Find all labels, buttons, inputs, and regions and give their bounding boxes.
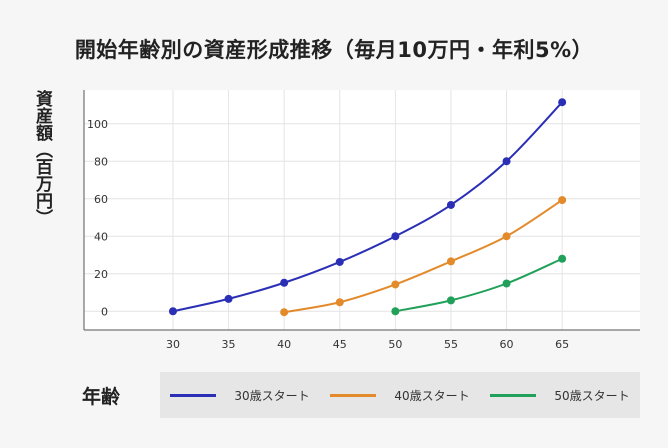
series-2-point-1 — [446, 296, 455, 305]
y-tick-label-4: 80 — [94, 155, 108, 168]
series-0-point-4 — [391, 232, 400, 241]
legend-label-50: 50歳スタート — [554, 388, 630, 403]
series-0-point-7 — [558, 98, 567, 107]
x-tick-label-5: 55 — [444, 338, 458, 351]
series-0-point-5 — [446, 200, 455, 209]
series-line-2 — [395, 257, 563, 313]
series-2-point-0 — [391, 307, 400, 316]
series-0-point-0 — [168, 307, 177, 316]
series-1-point-2 — [391, 280, 400, 289]
y-tick-label-0: 0 — [101, 305, 108, 318]
plot-area — [84, 90, 640, 330]
x-tick-label-4: 50 — [388, 338, 402, 351]
legend-item-30: 30歳スタート — [170, 387, 310, 404]
legend-label-30: 30歳スタート — [234, 388, 310, 403]
y-tick-label-2: 40 — [94, 230, 108, 243]
x-tick-label-6: 60 — [500, 338, 514, 351]
series-0-point-6 — [502, 157, 511, 166]
y-tick-label-5: 100 — [87, 118, 108, 131]
series-2-point-3 — [558, 254, 567, 263]
series-1-point-4 — [502, 232, 511, 241]
chart-title: 開始年齢別の資産形成推移（毎月10万円・年利5%） — [74, 38, 594, 62]
legend-item-50: 50歳スタート — [490, 387, 630, 404]
x-tick-label-3: 45 — [333, 338, 347, 351]
legend: 30歳スタート 40歳スタート 50歳スタート — [160, 372, 640, 418]
x-tick-label-1: 35 — [222, 338, 236, 351]
legend-swatch-50 — [490, 393, 537, 397]
x-tick-label-2: 40 — [277, 338, 291, 351]
series-0-point-3 — [335, 257, 344, 266]
x-tick-label-7: 65 — [555, 338, 569, 351]
series-1-point-0 — [280, 308, 289, 317]
legend-label-40: 40歳スタート — [394, 388, 470, 403]
series-2-point-2 — [502, 279, 511, 288]
legend-swatch-40 — [330, 393, 377, 397]
y-tick-label-3: 60 — [94, 193, 108, 206]
series-0-point-2 — [280, 278, 289, 287]
legend-swatch-30 — [170, 393, 217, 397]
series-1-point-3 — [446, 257, 455, 266]
x-axis-label: 年齢 — [82, 386, 121, 408]
series-1-point-5 — [558, 196, 567, 205]
series-0-point-1 — [224, 294, 233, 303]
series-1-point-1 — [335, 298, 344, 307]
y-tick-label-1: 20 — [94, 268, 108, 281]
x-tick-label-0: 30 — [166, 338, 180, 351]
y-axis-label: 資産額（百万円） — [32, 90, 52, 226]
legend-item-40: 40歳スタート — [330, 387, 470, 404]
